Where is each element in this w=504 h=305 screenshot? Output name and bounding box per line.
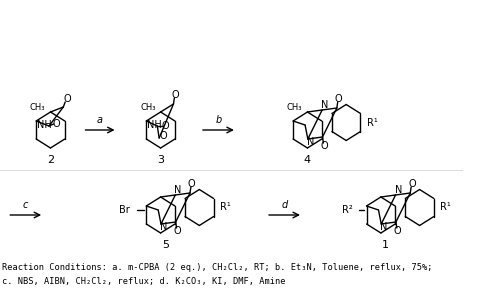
Text: CH₃: CH₃ [140,102,156,112]
Text: O: O [335,94,342,104]
Text: O: O [408,179,416,189]
Text: 1: 1 [382,240,389,250]
Text: CH₃: CH₃ [30,102,45,112]
Text: R²: R² [342,205,353,215]
Text: N: N [160,222,167,232]
Text: R¹: R¹ [366,117,377,127]
Text: 5: 5 [162,240,169,250]
Text: O: O [63,94,71,104]
Text: b: b [215,115,222,125]
Text: 3: 3 [157,155,164,165]
Text: NH: NH [147,120,162,130]
Text: 2: 2 [47,155,54,165]
Text: O: O [52,119,60,129]
Text: a: a [97,115,103,125]
Text: N: N [381,222,388,232]
Text: 4: 4 [304,155,311,165]
Text: O: O [171,90,179,100]
Text: O: O [321,141,328,151]
Text: O: O [174,226,181,236]
Text: R¹: R¹ [220,203,230,213]
Text: O: O [160,131,167,141]
Text: Reaction Conditions: a. m-CPBA (2 eq.), CH₂Cl₂, RT; b. Et₃N, Toluene, reflux, 75: Reaction Conditions: a. m-CPBA (2 eq.), … [2,263,432,272]
Text: O: O [394,226,402,236]
Text: R¹: R¹ [440,203,451,213]
Text: d: d [281,200,288,210]
Text: c. NBS, AIBN, CH₂Cl₂, reflux; d. K₂CO₃, KI, DMF, Amine: c. NBS, AIBN, CH₂Cl₂, reflux; d. K₂CO₃, … [2,277,285,286]
Text: O: O [188,179,196,189]
Text: N: N [174,185,182,195]
Text: O: O [162,121,169,131]
Text: CH₃: CH₃ [287,102,302,112]
Text: N: N [395,185,402,195]
Text: N: N [321,100,329,110]
Text: Br: Br [118,205,129,215]
Text: c: c [23,200,28,210]
Text: NH: NH [37,120,51,130]
Text: N: N [307,137,314,147]
